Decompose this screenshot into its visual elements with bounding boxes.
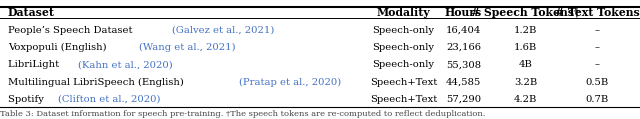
Text: Modality: Modality xyxy=(377,7,430,18)
Text: (Clifton et al., 2020): (Clifton et al., 2020) xyxy=(58,95,161,104)
Text: Voxpopuli (English): Voxpopuli (English) xyxy=(8,43,109,52)
Text: 57,290: 57,290 xyxy=(446,95,481,104)
Text: (Wang et al., 2021): (Wang et al., 2021) xyxy=(139,43,236,52)
Text: Multilingual LibriSpeech (English): Multilingual LibriSpeech (English) xyxy=(8,78,187,87)
Text: LibriLight: LibriLight xyxy=(8,60,62,69)
Text: (Galvez et al., 2021): (Galvez et al., 2021) xyxy=(172,26,275,35)
Text: 3.2B: 3.2B xyxy=(514,78,537,87)
Text: 1.2B: 1.2B xyxy=(514,26,537,35)
Text: 16,404: 16,404 xyxy=(445,26,481,35)
Text: 0.5B: 0.5B xyxy=(586,78,609,87)
Text: # Text Tokens: # Text Tokens xyxy=(555,7,639,18)
Text: Speech+Text: Speech+Text xyxy=(370,78,437,87)
Text: (Pratap et al., 2020): (Pratap et al., 2020) xyxy=(239,78,341,87)
Text: 4.2B: 4.2B xyxy=(514,95,537,104)
Text: 1.6B: 1.6B xyxy=(514,43,537,52)
Text: 44,585: 44,585 xyxy=(445,78,481,87)
Text: 23,166: 23,166 xyxy=(446,43,481,52)
Text: 55,308: 55,308 xyxy=(446,60,481,69)
Text: –: – xyxy=(595,26,600,35)
Text: Table 3: Dataset information for speech pre-training. †The speech tokens are re-: Table 3: Dataset information for speech … xyxy=(0,110,485,118)
Text: Speech-only: Speech-only xyxy=(372,60,435,69)
Text: Spotify: Spotify xyxy=(8,95,47,104)
Text: Speech+Text: Speech+Text xyxy=(370,95,437,104)
Text: 0.7B: 0.7B xyxy=(586,95,609,104)
Text: –: – xyxy=(595,60,600,69)
Text: Hours: Hours xyxy=(445,7,482,18)
Text: Speech-only: Speech-only xyxy=(372,43,435,52)
Text: Speech-only: Speech-only xyxy=(372,26,435,35)
Text: 4B: 4B xyxy=(518,60,532,69)
Text: –: – xyxy=(595,43,600,52)
Text: # Speech Tokens†: # Speech Tokens† xyxy=(471,7,580,18)
Text: People’s Speech Dataset: People’s Speech Dataset xyxy=(8,26,135,35)
Text: Dataset: Dataset xyxy=(8,7,54,18)
Text: (Kahn et al., 2020): (Kahn et al., 2020) xyxy=(77,60,172,69)
